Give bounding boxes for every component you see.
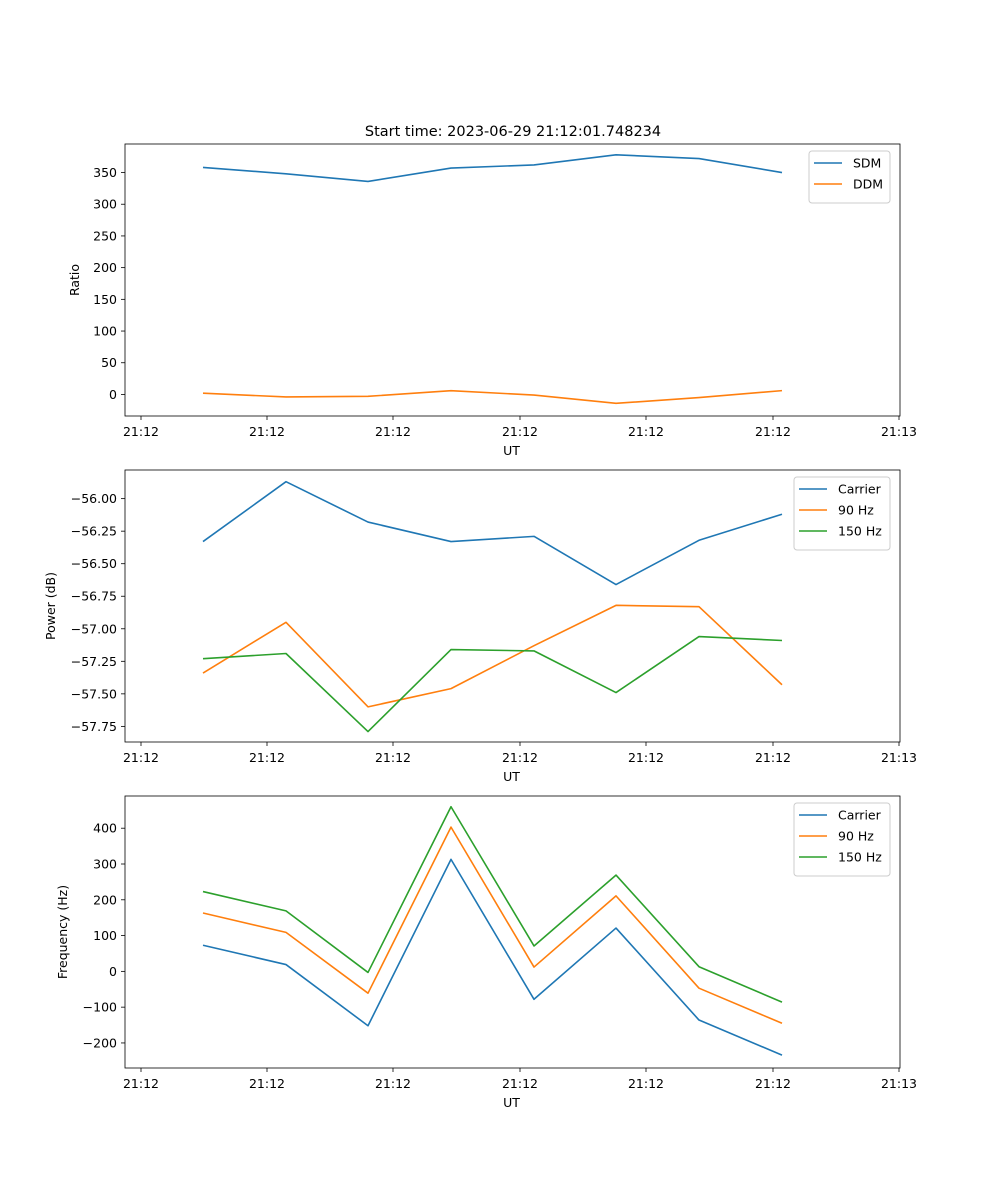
series-line-90-hz bbox=[202, 604, 783, 708]
x-tick-label: 21:12 bbox=[755, 424, 791, 439]
legend-label: Carrier bbox=[838, 808, 882, 823]
y-tick-label: −56.75 bbox=[71, 589, 117, 604]
legend: Carrier 90 Hz 150 Hz bbox=[793, 802, 891, 877]
x-tick-label: 21:12 bbox=[628, 424, 664, 439]
y-tick-label: 150 bbox=[93, 292, 117, 307]
y-tick-label: 0 bbox=[109, 964, 117, 979]
y-tick-label: 350 bbox=[93, 165, 117, 180]
chart-panel-1: 0 50 100 150 200 250 300 350 21:12 21:12 21:12 21:1… bbox=[67, 143, 917, 458]
x-tick-label: 21:12 bbox=[249, 424, 285, 439]
series-line-ddm bbox=[202, 389, 783, 405]
charts: 0 50 100 150 200 250 300 350 21:12 21:12 21:12 21:1… bbox=[43, 143, 917, 1110]
y-axis-label: Frequency (Hz) bbox=[55, 885, 70, 979]
y-tick-label: −57.00 bbox=[71, 621, 117, 636]
plot-frame bbox=[124, 143, 901, 417]
series-line-sdm bbox=[202, 153, 783, 183]
y-axis-label: Power (dB) bbox=[43, 572, 58, 640]
y-tick-label: −57.75 bbox=[71, 719, 117, 734]
y-tick-label: −56.25 bbox=[71, 524, 117, 539]
y-tick-label: 200 bbox=[93, 892, 117, 907]
y-tick-label: −56.50 bbox=[71, 556, 117, 571]
x-tick-label: 21:12 bbox=[628, 750, 664, 765]
x-tick-label: 21:12 bbox=[123, 424, 159, 439]
y-tick-label: −57.50 bbox=[71, 686, 117, 701]
x-tick-label: 21:13 bbox=[881, 424, 917, 439]
figure-title: Start time: 2023-06-29 21:12:01.748234 bbox=[365, 124, 661, 140]
series-line-carrier bbox=[202, 858, 783, 1056]
x-tick-label: 21:12 bbox=[123, 1076, 159, 1091]
x-tick-label: 21:12 bbox=[375, 424, 411, 439]
legend-label: 150 Hz bbox=[838, 524, 882, 539]
x-axis-label: UT bbox=[503, 769, 520, 784]
x-tick-label: 21:12 bbox=[628, 1076, 664, 1091]
y-tick-label: −200 bbox=[83, 1035, 117, 1050]
x-tick-label: 21:12 bbox=[502, 1076, 538, 1091]
plot-frame bbox=[124, 795, 901, 1069]
legend-label: 90 Hz bbox=[838, 829, 874, 844]
legend: SDM DDM bbox=[808, 150, 891, 204]
x-tick-label: 21:12 bbox=[502, 424, 538, 439]
series-line-carrier bbox=[202, 480, 783, 586]
y-tick-label: 400 bbox=[93, 821, 117, 836]
y-tick-label: −100 bbox=[83, 1000, 117, 1015]
legend-label: 150 Hz bbox=[838, 850, 882, 865]
series-line-150-hz bbox=[202, 805, 783, 1003]
x-tick-label: 21:12 bbox=[755, 750, 791, 765]
x-tick-label: 21:12 bbox=[502, 750, 538, 765]
y-tick-label: 300 bbox=[93, 197, 117, 212]
y-tick-label: 250 bbox=[93, 228, 117, 243]
chart-panel-3: −200 −100 0 100 200 300 400 21:12 21:12 21:12 21:1… bbox=[55, 795, 917, 1110]
chart-panel-2: −56.00 −56.25 −56.50 −56.75 −57.00 −57.25 −57.… bbox=[43, 469, 917, 784]
y-tick-label: 100 bbox=[93, 324, 117, 339]
y-tick-label: 100 bbox=[93, 928, 117, 943]
x-tick-label: 21:13 bbox=[881, 750, 917, 765]
legend-box bbox=[808, 150, 891, 204]
y-tick-label: −56.00 bbox=[71, 491, 117, 506]
y-tick-label: −57.25 bbox=[71, 654, 117, 669]
x-axis-label: UT bbox=[503, 1095, 520, 1110]
legend: Carrier 90 Hz 150 Hz bbox=[793, 476, 891, 551]
x-tick-label: 21:12 bbox=[375, 750, 411, 765]
y-tick-label: 200 bbox=[93, 260, 117, 275]
legend-label: DDM bbox=[853, 177, 883, 192]
series-line-150-hz bbox=[202, 635, 783, 733]
y-axis-label: Ratio bbox=[67, 264, 82, 296]
x-tick-label: 21:12 bbox=[123, 750, 159, 765]
x-tick-label: 21:13 bbox=[881, 1076, 917, 1091]
legend-label: 90 Hz bbox=[838, 503, 874, 518]
x-tick-label: 21:12 bbox=[755, 1076, 791, 1091]
y-tick-label: 300 bbox=[93, 857, 117, 872]
x-tick-label: 21:12 bbox=[249, 750, 285, 765]
legend-label: Carrier bbox=[838, 482, 882, 497]
x-tick-label: 21:12 bbox=[249, 1076, 285, 1091]
x-tick-label: 21:12 bbox=[375, 1076, 411, 1091]
series-line-90-hz bbox=[202, 826, 783, 1024]
plot-frame bbox=[124, 469, 901, 743]
y-tick-label: 0 bbox=[109, 387, 117, 402]
legend-label: SDM bbox=[853, 156, 881, 171]
y-tick-label: 50 bbox=[101, 355, 117, 370]
x-axis-label: UT bbox=[503, 443, 520, 458]
